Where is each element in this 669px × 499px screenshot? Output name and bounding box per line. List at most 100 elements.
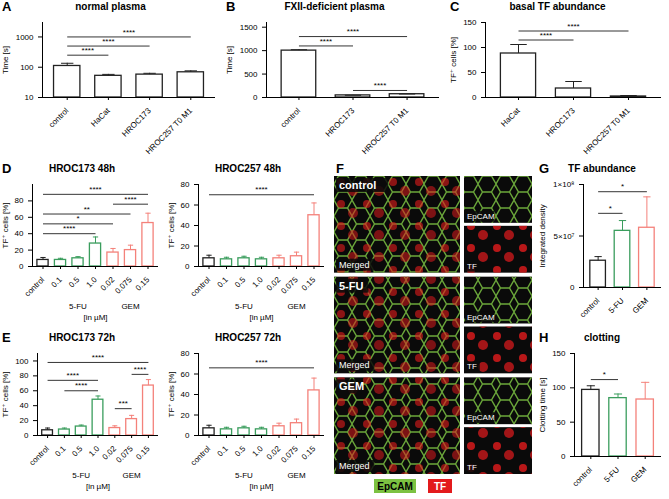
svg-text:GEM: GEM [121, 302, 140, 311]
svg-text:0: 0 [561, 452, 566, 461]
svg-text:1×10⁸: 1×10⁸ [553, 180, 574, 189]
svg-text:****: **** [124, 195, 136, 204]
svg-text:0.15: 0.15 [134, 275, 152, 293]
svg-text:0.075: 0.075 [279, 275, 300, 296]
svg-text:EpCAM: EpCAM [467, 413, 495, 422]
svg-text:5-FU: 5-FU [69, 302, 87, 311]
svg-text:Merged: Merged [339, 360, 370, 370]
svg-text:0: 0 [185, 262, 190, 271]
svg-text:0.5: 0.5 [67, 275, 82, 290]
svg-text:[in µM]: [in µM] [249, 482, 273, 491]
svg-text:20: 20 [181, 411, 190, 420]
svg-text:60: 60 [15, 213, 24, 222]
svg-text:5-FU: 5-FU [235, 471, 253, 480]
svg-text:1.0: 1.0 [250, 275, 265, 290]
svg-text:0: 0 [472, 93, 477, 102]
svg-text:HROC173: HROC173 [324, 106, 357, 139]
svg-text:TF: TF [434, 481, 446, 492]
svg-text:TF⁺ cells [%]: TF⁺ cells [%] [1, 202, 10, 248]
svg-text:Time [s]: Time [s] [225, 46, 234, 74]
svg-text:GEM: GEM [631, 296, 650, 315]
svg-text:5-FU: 5-FU [339, 280, 364, 292]
svg-text:HROC257 T0 M1: HROC257 T0 M1 [144, 106, 194, 156]
svg-text:50: 50 [468, 68, 477, 77]
svg-text:60: 60 [181, 201, 190, 210]
svg-text:10: 10 [25, 93, 34, 102]
svg-text:0.15: 0.15 [300, 444, 318, 462]
svg-text:40: 40 [181, 221, 190, 230]
svg-text:80: 80 [181, 349, 190, 358]
svg-text:control: control [189, 275, 213, 299]
svg-text:0: 0 [253, 93, 258, 102]
svg-text:GEM: GEM [287, 302, 306, 311]
svg-text:TF: TF [467, 362, 477, 371]
svg-text:60: 60 [20, 386, 29, 395]
svg-text:*: * [609, 204, 612, 213]
svg-text:0.075: 0.075 [113, 275, 134, 296]
svg-text:40: 40 [20, 401, 29, 410]
svg-text:TF⁺ cells [%]: TF⁺ cells [%] [167, 202, 176, 248]
svg-text:0.1: 0.1 [53, 444, 68, 459]
svg-text:Integrated density: Integrated density [538, 204, 547, 268]
svg-text:HROC173: HROC173 [544, 106, 577, 139]
svg-text:1.0: 1.0 [87, 444, 102, 459]
svg-text:1.0: 1.0 [84, 275, 99, 290]
svg-text:control: control [23, 275, 47, 299]
svg-text:EpCAM: EpCAM [377, 481, 413, 492]
svg-text:100: 100 [20, 63, 34, 72]
svg-text:Merged: Merged [339, 461, 370, 471]
svg-text:****: **** [92, 353, 104, 362]
svg-text:HROC173: HROC173 [120, 106, 153, 139]
svg-text:0.075: 0.075 [279, 444, 300, 465]
svg-text:150: 150 [463, 18, 477, 27]
svg-text:*: * [621, 182, 624, 191]
svg-text:GEM: GEM [339, 380, 364, 392]
svg-text:500: 500 [244, 70, 258, 79]
svg-text:150: 150 [552, 349, 566, 358]
svg-text:****: **** [255, 358, 267, 367]
svg-text:****: **** [134, 365, 146, 374]
svg-text:100: 100 [15, 357, 29, 366]
svg-text:40: 40 [15, 229, 24, 238]
svg-text:HROC257 T0 M1: HROC257 T0 M1 [582, 106, 632, 156]
svg-text:*: * [603, 370, 606, 379]
svg-text:****: **** [347, 27, 359, 36]
svg-text:TF: TF [467, 463, 477, 472]
svg-text:0.15: 0.15 [300, 275, 318, 293]
svg-text:[in µM]: [in µM] [249, 313, 273, 322]
svg-text:****: **** [67, 371, 79, 380]
svg-text:control: control [571, 465, 595, 489]
svg-text:Merged: Merged [339, 260, 370, 270]
svg-text:0.5: 0.5 [233, 275, 248, 290]
svg-text:1000: 1000 [16, 33, 34, 42]
svg-text:control: control [279, 106, 303, 130]
svg-text:1000: 1000 [240, 46, 258, 55]
svg-text:EpCAM: EpCAM [467, 212, 495, 221]
svg-text:0.1: 0.1 [49, 275, 64, 290]
svg-text:80: 80 [181, 180, 190, 189]
svg-text:1.0: 1.0 [250, 444, 265, 459]
svg-text:5-FU: 5-FU [602, 465, 621, 484]
svg-text:Clotting time [s]: Clotting time [s] [538, 377, 547, 432]
svg-text:****: **** [102, 37, 114, 46]
svg-text:1500: 1500 [240, 23, 258, 32]
svg-text:0: 0 [185, 431, 190, 440]
svg-text:TF⁺ cells [%]: TF⁺ cells [%] [1, 371, 10, 417]
svg-text:control: control [189, 444, 213, 468]
svg-text:0: 0 [24, 431, 29, 440]
svg-text:****: **** [123, 28, 135, 37]
svg-text:40: 40 [181, 390, 190, 399]
svg-text:TF⁺ cells [%]: TF⁺ cells [%] [449, 37, 458, 83]
svg-text:**: ** [84, 205, 90, 214]
svg-text:GEM: GEM [287, 471, 306, 480]
svg-text:****: **** [89, 185, 101, 194]
svg-text:0: 0 [570, 283, 575, 292]
svg-text:****: **** [567, 22, 579, 31]
svg-text:control: control [47, 106, 71, 130]
svg-text:20: 20 [20, 416, 29, 425]
svg-text:control: control [339, 179, 376, 191]
svg-text:5-FU: 5-FU [72, 471, 90, 480]
svg-text:[in µM]: [in µM] [83, 313, 107, 322]
svg-text:100: 100 [552, 383, 566, 392]
svg-text:0.075: 0.075 [114, 444, 135, 465]
